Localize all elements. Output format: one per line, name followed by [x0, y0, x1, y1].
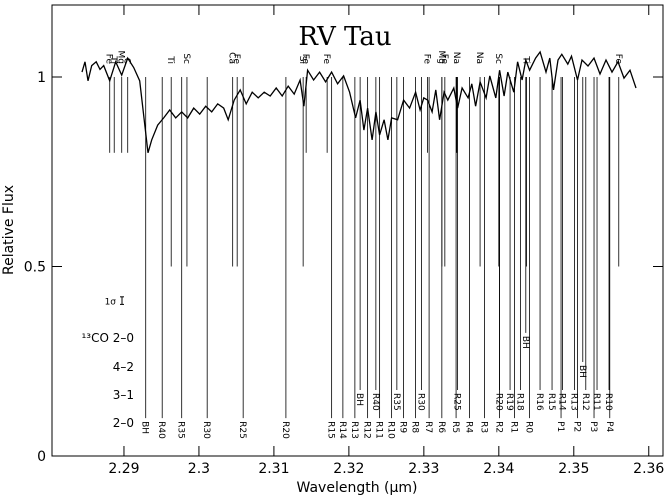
co-label: R18 [515, 393, 525, 411]
atomic-label: Mg [116, 51, 126, 64]
atomic-label: Fe [104, 54, 114, 65]
co-label: R2 [494, 421, 504, 433]
y-axis-label: Relative Flux [1, 185, 17, 275]
co-label: R10 [603, 393, 613, 411]
x-axis-label: Wavelength (μm) [297, 480, 418, 496]
co-label: R25 [452, 393, 462, 411]
plot-frame [51, 4, 664, 457]
atomic-label: Na [451, 52, 461, 64]
band-label: 2–0 [113, 416, 134, 430]
y-tick-label: 0.5 [24, 260, 46, 276]
atomic-label: C [122, 58, 132, 64]
co-label: P1 [555, 421, 565, 432]
co-label: R6 [436, 421, 446, 433]
co-label: R25 [237, 421, 247, 439]
spectrum-line [81, 50, 637, 153]
co-label: R16 [534, 393, 544, 411]
atomic-label: Ca [227, 52, 237, 64]
co-label: BH [520, 336, 530, 349]
co-label: R12 [362, 421, 372, 439]
co-label: R8 [410, 421, 420, 433]
atomic-label: Ti [521, 55, 531, 64]
x-tick-label: 2.3 [188, 461, 210, 477]
x-tick-label: 2.32 [333, 461, 364, 477]
x-tick-label: 2.29 [108, 461, 139, 477]
co-label: R7 [423, 421, 433, 433]
co-label: R20 [494, 393, 504, 411]
atomic-label: Fe [439, 54, 449, 65]
co-label: R40 [370, 393, 380, 411]
sigma-label: 1σ [105, 298, 117, 308]
co-label: R4 [464, 421, 474, 433]
atomic-label: Na [474, 52, 484, 64]
atomic-label: Sc [493, 53, 503, 64]
x-tick-label: 2.35 [558, 461, 589, 477]
chart-title: RV Tau [298, 22, 391, 52]
co-label: R15 [546, 393, 556, 411]
co-label: BH [577, 365, 587, 378]
co-label: R30 [201, 421, 211, 439]
co-label: R3 [479, 421, 489, 433]
co-label: R9 [398, 421, 408, 433]
co-label: R20 [280, 421, 290, 439]
co-label: R11 [591, 393, 601, 411]
co-label: R0 [524, 421, 534, 433]
co-label: R30 [416, 393, 426, 411]
co-label: R19 [504, 393, 514, 411]
atomic-label: Fe [613, 54, 623, 65]
x-tick-label: 2.36 [633, 461, 664, 477]
co-label: R12 [580, 393, 590, 411]
co-label: R15 [326, 421, 336, 439]
co-label: R14 [557, 393, 567, 411]
co-label: BH [354, 393, 364, 406]
co-label: R1 [509, 421, 519, 433]
co-label: R13 [569, 393, 579, 411]
co-label: R5 [450, 421, 460, 433]
co-label: R14 [337, 421, 347, 439]
co-label: R10 [386, 421, 396, 439]
atomic-label: Fe [422, 54, 432, 65]
co-label: P3 [588, 421, 598, 432]
atomic-label: Fe [321, 54, 331, 65]
atomic-label: Fe [300, 54, 310, 65]
band-label: ¹³CO 2–0 [81, 331, 134, 345]
co-label: R13 [349, 421, 359, 439]
atomic-label: Ti [165, 55, 175, 64]
co-label: P4 [604, 421, 614, 432]
x-tick-label: 2.31 [258, 461, 289, 477]
co-label: R35 [391, 393, 401, 411]
band-label: 4–2 [113, 360, 134, 374]
co-label: R40 [156, 421, 166, 439]
atomic-label: Ti [108, 55, 118, 64]
x-tick-label: 2.34 [483, 461, 514, 477]
atomic-label: Fe [231, 54, 241, 65]
co-label: BH [140, 421, 150, 434]
co-label: R35 [176, 421, 186, 439]
band-label: 3–1 [113, 388, 134, 402]
atomic-label: Mg [436, 51, 446, 64]
co-label: P2 [572, 421, 582, 432]
co-label: R11 [374, 421, 384, 439]
x-tick-label: 2.33 [408, 461, 439, 477]
atomic-label: Si [297, 56, 307, 64]
y-tick-label: 0 [37, 449, 46, 465]
y-tick-label: 1 [37, 70, 46, 86]
atomic-label: Sc [181, 53, 191, 64]
